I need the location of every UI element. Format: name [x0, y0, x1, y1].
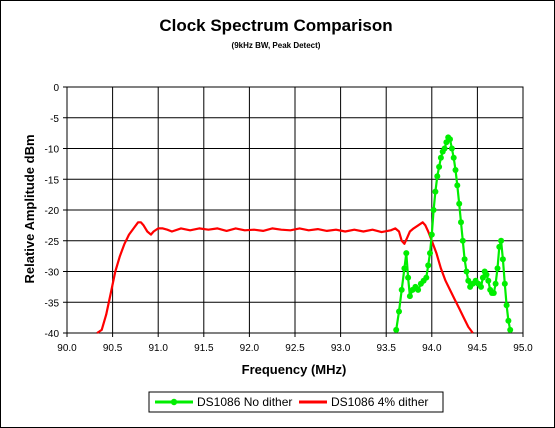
chart-title: Clock Spectrum Comparison: [159, 16, 392, 35]
series-line-ds1086-no-dither: [395, 136, 512, 331]
legend: DS1086 No dither DS1086 4% dither: [148, 391, 444, 413]
data-point: [499, 256, 506, 263]
series-layer: [96, 134, 514, 334]
data-point: [465, 277, 472, 284]
x-tick-label: 92.5: [285, 343, 305, 354]
data-point: [505, 317, 512, 324]
data-point: [432, 188, 439, 195]
data-point: [434, 173, 441, 180]
data-point: [425, 262, 432, 269]
data-point: [452, 167, 459, 173]
data-point: [427, 250, 433, 257]
data-point: [490, 290, 497, 296]
data-point: [483, 271, 490, 278]
data-point: [423, 274, 430, 281]
data-point: [396, 308, 402, 315]
data-point: [507, 326, 514, 333]
data-point: [485, 277, 492, 284]
data-point: [456, 200, 463, 207]
data-point: [496, 243, 503, 250]
data-point: [459, 237, 466, 244]
x-tick-label: 94.5: [468, 343, 488, 354]
y-tick-label: -20: [45, 206, 60, 217]
data-point: [454, 182, 461, 189]
y-tick-label: 0: [53, 83, 59, 94]
x-tick-label: 94.0: [422, 343, 442, 354]
data-point: [401, 265, 408, 272]
series-line-ds1086-4-dither: [96, 221, 474, 334]
y-tick-label: -25: [45, 237, 60, 248]
data-point: [478, 283, 484, 290]
legend-marker-no-dither: [170, 398, 178, 406]
legend-label-no-dither: DS1086 No dither: [197, 395, 292, 409]
data-point: [503, 302, 510, 309]
data-point: [403, 250, 410, 257]
data-point: [447, 136, 453, 143]
data-point: [405, 274, 412, 281]
tick-labels: 90.0 90.5 91.0 91.5 92.0 92.5 93.0 93.5 94.0 94.5…: [45, 83, 534, 354]
data-point: [461, 256, 468, 263]
x-tick-label: 90.0: [57, 343, 77, 354]
x-axis-label: Frequency (MHz): [242, 362, 347, 377]
y-tick-label: -40: [45, 329, 60, 340]
x-tick-label: 91.5: [194, 343, 214, 354]
data-point: [492, 280, 499, 287]
x-tick-label: 93.0: [331, 343, 351, 354]
data-point: [501, 280, 508, 287]
data-point: [498, 237, 505, 244]
data-point: [450, 154, 457, 161]
y-tick-label: -15: [45, 175, 60, 186]
x-tick-label: 90.5: [103, 343, 123, 354]
data-point: [393, 326, 400, 333]
data-point: [494, 265, 501, 272]
grid-lines: [66, 86, 524, 334]
x-tick-label: 91.0: [148, 343, 168, 354]
data-point: [436, 163, 443, 170]
data-point: [437, 154, 444, 161]
y-tick-label: -35: [45, 298, 60, 309]
x-tick-label: 95.0: [513, 343, 533, 354]
data-point: [415, 286, 422, 293]
data-point: [430, 207, 437, 213]
data-point: [458, 219, 464, 226]
data-point: [406, 293, 413, 300]
data-point: [448, 145, 455, 152]
y-tick-label: -30: [45, 268, 60, 279]
x-tick-label: 93.5: [376, 343, 396, 354]
y-axis-label: Relative Amplitude dBm: [22, 134, 37, 283]
data-point: [463, 268, 470, 275]
legend-label-4pct-dither: DS1086 4% dither: [331, 395, 428, 409]
data-point: [428, 231, 435, 238]
y-tick-label: -10: [45, 145, 60, 156]
data-point: [398, 286, 405, 293]
data-point: [441, 145, 448, 152]
y-tick-label: -5: [50, 114, 59, 125]
chart-subtitle: (9kHz BW, Peak Detect): [232, 41, 321, 50]
legend-box: [148, 391, 444, 413]
x-tick-label: 92.0: [240, 343, 260, 354]
